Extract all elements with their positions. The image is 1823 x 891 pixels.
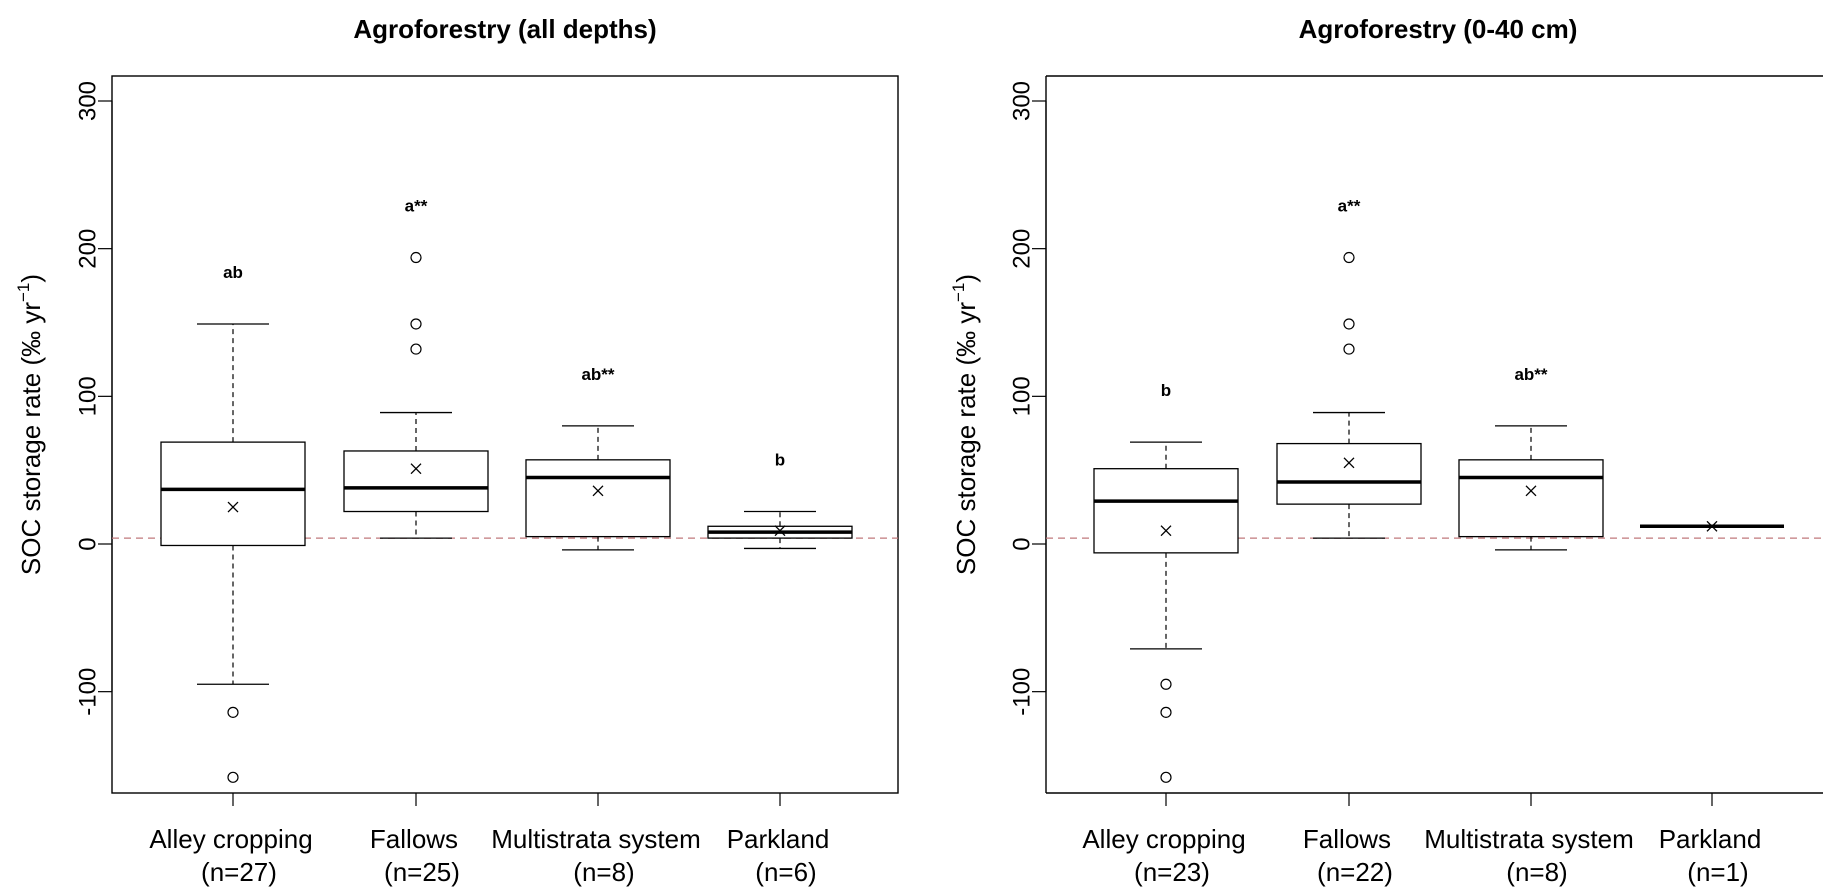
iqr-box — [160, 441, 306, 547]
outlier-point — [1160, 678, 1172, 690]
iqr-box — [1276, 442, 1422, 505]
category-count: (n=8) — [1506, 857, 1567, 887]
outlier-point — [410, 343, 422, 355]
outlier-point — [1343, 251, 1355, 264]
plot-frame — [111, 75, 899, 794]
category-label: Parkland — [727, 824, 830, 854]
mean-marker — [1525, 485, 1537, 497]
y-tick-label: -100 — [75, 668, 102, 716]
iqr-box — [343, 450, 489, 513]
box-alley-cropping: b — [1093, 381, 1239, 783]
category-label: Alley cropping — [1082, 824, 1245, 854]
y-tick-label: 300 — [1009, 81, 1036, 121]
category-label: Fallows — [370, 824, 458, 854]
significance-label: a** — [405, 197, 428, 216]
iqr-box — [1458, 459, 1604, 538]
box-alley-cropping: ab — [160, 263, 306, 783]
significance-label: b — [775, 451, 785, 470]
mean-marker — [774, 525, 786, 537]
mean-marker — [1160, 525, 1172, 537]
outlier-point — [1343, 343, 1355, 355]
y-axis-label: SOC storage rate (‰ yr−1) — [14, 274, 46, 575]
outlier-point — [410, 318, 422, 330]
category-count: (n=23) — [1134, 857, 1210, 887]
outlier-point — [1343, 318, 1355, 330]
category-count: (n=22) — [1317, 857, 1393, 887]
mean-marker — [592, 485, 604, 497]
outlier-point — [1160, 771, 1172, 783]
significance-label: a** — [1338, 197, 1361, 216]
outlier-point — [227, 706, 239, 718]
y-tick-label: 200 — [1009, 229, 1036, 269]
panel-all-depths: Agroforestry (all depths) -100 0 100 200 300 S… — [14, 14, 899, 887]
mean-marker — [227, 501, 239, 513]
significance-label: ab** — [581, 365, 614, 384]
y-tick-label: -100 — [1009, 668, 1036, 716]
category-label: Alley cropping — [149, 824, 312, 854]
significance-label: b — [1161, 381, 1171, 400]
y-tick-label: 100 — [1009, 376, 1036, 416]
category-label: Parkland — [1659, 824, 1762, 854]
box-parkland — [1640, 520, 1784, 532]
category-count: (n=1) — [1687, 857, 1748, 887]
mean-marker — [1343, 457, 1355, 469]
box-multistrata-system: ab** — [525, 365, 671, 551]
category-count: (n=8) — [573, 857, 634, 887]
panel-0-40cm: Agroforestry (0-40 cm) -100 0 100 200 300 SOC … — [949, 14, 1823, 887]
y-axis-label: SOC storage rate (‰ yr−1) — [949, 274, 981, 575]
significance-label: ab** — [1514, 365, 1547, 384]
mean-marker — [410, 463, 422, 475]
iqr-box — [525, 459, 671, 538]
category-label: Multistrata system — [491, 824, 701, 854]
box-multistrata-system: ab** — [1458, 365, 1604, 551]
chart-title: Agroforestry (0-40 cm) — [1299, 14, 1578, 44]
category-label: Fallows — [1303, 824, 1391, 854]
category-count: (n=6) — [755, 857, 816, 887]
box-fallows: a** — [343, 197, 489, 539]
mean-marker — [1706, 520, 1718, 532]
chart-title: Agroforestry (all depths) — [353, 14, 656, 44]
outlier-point — [227, 771, 239, 783]
significance-label: ab — [223, 263, 243, 282]
outlier-point — [410, 251, 422, 264]
category-count: (n=25) — [384, 857, 460, 887]
box-parkland: b — [707, 451, 853, 550]
category-label: Multistrata system — [1424, 824, 1634, 854]
y-tick-label: 100 — [75, 376, 102, 416]
y-tick-label: 0 — [1009, 537, 1036, 550]
y-tick-label: 300 — [75, 81, 102, 121]
iqr-box — [1093, 468, 1239, 554]
y-tick-label: 200 — [75, 229, 102, 269]
box-fallows: a** — [1276, 197, 1422, 539]
category-count: (n=27) — [201, 857, 277, 887]
outlier-point — [1160, 706, 1172, 718]
y-tick-label: 0 — [75, 537, 102, 550]
